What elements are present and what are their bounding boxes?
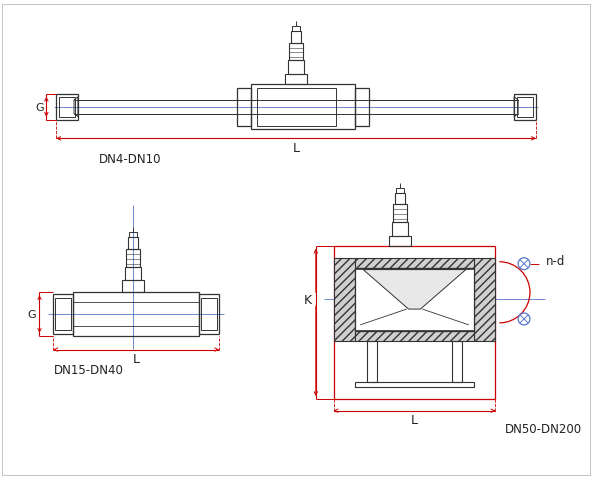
Bar <box>291 32 301 44</box>
Bar <box>292 27 300 32</box>
Bar <box>56 95 78 120</box>
Text: DN15-DN40: DN15-DN40 <box>54 363 124 376</box>
Polygon shape <box>363 270 466 310</box>
Bar <box>517 98 533 118</box>
Text: G: G <box>27 310 36 319</box>
Text: DN50-DN200: DN50-DN200 <box>505 422 583 435</box>
Bar <box>199 295 219 334</box>
Bar <box>355 89 369 126</box>
Bar <box>514 95 536 120</box>
Bar <box>122 281 144 293</box>
Text: K: K <box>304 293 312 306</box>
Bar <box>474 258 496 341</box>
Bar <box>73 293 199 336</box>
Bar <box>59 98 75 118</box>
Bar <box>288 61 304 75</box>
Bar <box>355 258 474 268</box>
Text: DN4-DN10: DN4-DN10 <box>98 152 161 165</box>
Bar <box>452 341 462 382</box>
Bar <box>237 89 251 126</box>
Bar <box>389 237 410 246</box>
Bar <box>128 238 138 249</box>
Text: L: L <box>133 352 140 365</box>
Text: G: G <box>35 103 44 112</box>
Bar <box>367 341 377 382</box>
Bar <box>395 193 404 205</box>
Bar <box>392 223 407 237</box>
Bar <box>355 382 474 387</box>
Text: L: L <box>293 142 299 155</box>
Text: L: L <box>411 413 418 426</box>
Bar <box>355 331 474 341</box>
Bar <box>393 205 407 223</box>
Bar <box>334 258 355 341</box>
Bar <box>202 299 217 330</box>
Bar <box>53 295 73 334</box>
Bar <box>355 268 474 331</box>
Bar <box>257 89 335 126</box>
Bar <box>127 249 140 267</box>
Bar <box>289 44 303 61</box>
Bar <box>125 267 141 281</box>
Text: n-d: n-d <box>546 255 565 268</box>
Bar <box>55 299 71 330</box>
Bar <box>396 188 404 193</box>
Bar <box>129 233 137 238</box>
Bar <box>251 85 355 130</box>
Bar <box>285 75 307 85</box>
